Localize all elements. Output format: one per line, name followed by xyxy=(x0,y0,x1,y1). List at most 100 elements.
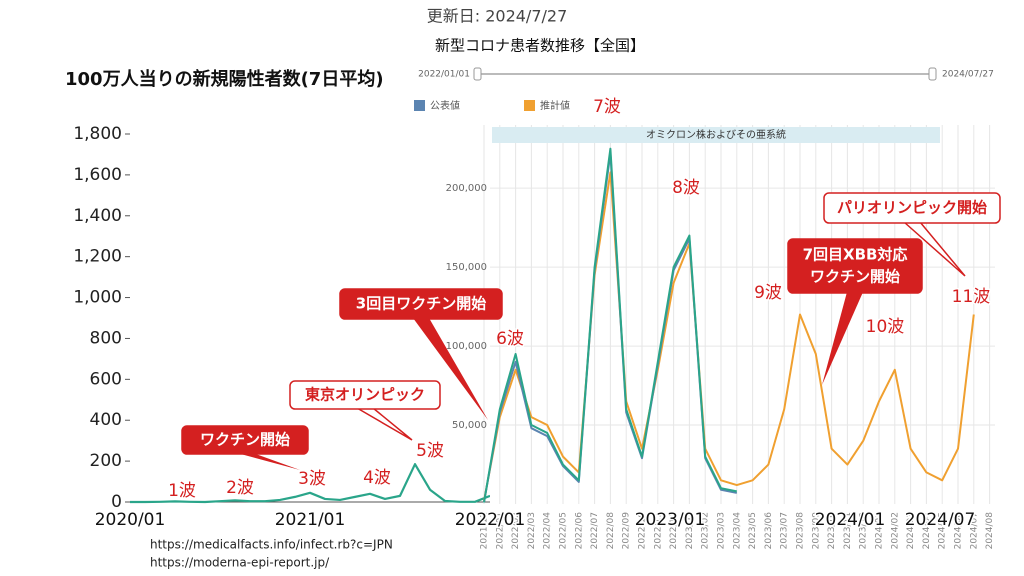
inset-background xyxy=(490,125,995,504)
callout-text: 東京オリンピック xyxy=(305,386,425,404)
data-line xyxy=(483,147,737,503)
x-tick-label: 2022/11 xyxy=(653,512,663,549)
callout-box xyxy=(787,238,923,294)
wave-label: 7波 xyxy=(593,97,621,117)
y-tick-label: 0 xyxy=(111,492,122,512)
x-tick-label: 2022/01 xyxy=(455,510,526,530)
callout-text: 7回目XBB対応 xyxy=(803,246,908,264)
callout-box xyxy=(289,380,441,410)
x-tick-label: 2022/02 xyxy=(511,512,521,549)
wave-label: 4波 xyxy=(363,468,391,488)
x-tick-label: 2024/07 xyxy=(969,512,979,549)
x-tick-label: 2022/04 xyxy=(543,512,553,550)
callout-text: ワクチン開始 xyxy=(200,431,290,449)
x-tick-label: 2021/12 xyxy=(480,512,490,549)
x-tick-label: 2024/03 xyxy=(906,512,916,549)
x-tick-label: 2022/07 xyxy=(590,512,600,549)
y-tick-label: 200 xyxy=(90,451,122,471)
callout-box xyxy=(823,192,1001,224)
x-tick-label: 2022/12 xyxy=(669,512,679,549)
wave-label: 8波 xyxy=(672,178,700,198)
x-tick-label: 2023/08 xyxy=(796,512,806,550)
source: https://medicalfacts.info/infect.rb?c=JP… xyxy=(150,538,393,552)
y-tick-label: 1,200 xyxy=(73,247,122,267)
slider-handle xyxy=(473,67,482,81)
slider-handle xyxy=(928,67,937,81)
wave-label: 10波 xyxy=(866,317,905,337)
y-tick-label: 1,400 xyxy=(73,206,122,226)
x-tick-label: 2023/10 xyxy=(827,512,837,550)
source: https://moderna-epi-report.jp/ xyxy=(150,556,330,570)
x-tick-label: 2020/01 xyxy=(95,510,166,530)
y-tick-label: 150,000 xyxy=(446,262,487,273)
callout-box xyxy=(181,425,309,455)
x-tick-label: 2024/01 xyxy=(875,512,885,549)
y-tick-label: 200,000 xyxy=(446,183,487,194)
x-tick-label: 2024/07 xyxy=(905,510,976,530)
x-tick-label: 2022/05 xyxy=(559,512,569,549)
x-tick-label: 2023/01 xyxy=(685,512,695,549)
callout-box xyxy=(339,288,503,320)
data-line xyxy=(483,171,975,502)
x-tick-label: 2024/02 xyxy=(890,512,900,549)
x-tick-label: 2023/09 xyxy=(811,512,821,550)
inset-title: 新型コロナ患者数推移【全国】 xyxy=(435,37,645,55)
x-tick-label: 2021/01 xyxy=(275,510,346,530)
y-tick-label: 1,600 xyxy=(73,165,122,185)
x-tick-label: 2023/11 xyxy=(843,512,853,549)
wave-label: 2波 xyxy=(226,478,254,498)
callout-text: ワクチン開始 xyxy=(810,268,900,286)
x-tick-label: 2024/08 xyxy=(985,512,995,550)
x-tick-label: 2024/05 xyxy=(938,512,948,549)
legend-label: 公表値 xyxy=(430,99,460,112)
wave-label: 11波 xyxy=(952,287,991,307)
updated-date: 更新日: 2024/7/27 xyxy=(427,7,568,26)
x-tick-label: 2022/08 xyxy=(606,512,616,550)
slider-end: 2024/07/27 xyxy=(942,70,994,80)
callout-text: パリオリンピック開始 xyxy=(837,199,987,217)
callout-pointer xyxy=(413,318,488,420)
x-tick-label: 2023/02 xyxy=(701,512,711,549)
x-tick-label: 2023/12 xyxy=(859,512,869,549)
x-tick-label: 2022/01 xyxy=(495,512,505,549)
wave-label: 5波 xyxy=(416,441,444,461)
x-tick-label: 2023/03 xyxy=(717,512,727,549)
wave-label: 6波 xyxy=(496,329,524,349)
y-tick-label: 1,000 xyxy=(73,288,122,308)
period-band xyxy=(492,127,940,143)
y-tick-label: 600 xyxy=(90,369,122,389)
x-tick-label: 2023/07 xyxy=(780,512,790,549)
wave-label: 9波 xyxy=(754,283,782,303)
legend-swatch xyxy=(414,100,425,111)
callout-pointer xyxy=(237,453,300,470)
wave-label: 3波 xyxy=(298,469,326,489)
x-tick-label: 2023/01 xyxy=(635,510,706,530)
x-tick-label: 2022/06 xyxy=(574,512,584,550)
data-line xyxy=(130,463,491,504)
legend-swatch xyxy=(524,100,535,111)
x-tick-label: 2024/06 xyxy=(954,512,964,550)
y-tick-label: 1,800 xyxy=(73,124,122,144)
y-tick-label: 100,000 xyxy=(446,341,487,352)
y-tick-label: 50,000 xyxy=(452,420,487,431)
x-tick-label: 2024/01 xyxy=(815,510,886,530)
period-label: オミクロン株およびその亜系統 xyxy=(646,128,786,141)
x-tick-label: 2022/03 xyxy=(527,512,537,549)
main-title: 100万人当りの新規陽性者数(7日平均) xyxy=(65,68,384,90)
x-tick-label: 2023/06 xyxy=(764,512,774,550)
x-tick-label: 2023/05 xyxy=(748,512,758,549)
callout-pointer xyxy=(822,292,863,385)
callout-text: 3回目ワクチン開始 xyxy=(356,295,486,313)
wave-label: 1波 xyxy=(168,481,196,501)
y-tick-label: 400 xyxy=(90,410,122,430)
x-tick-label: 2022/10 xyxy=(638,512,648,550)
slider-start: 2022/01/01 xyxy=(418,70,470,80)
callout-pointer xyxy=(354,407,413,441)
x-tick-label: 2022/09 xyxy=(622,512,632,550)
legend-label: 推計値 xyxy=(540,99,570,112)
x-tick-label: 2024/04 xyxy=(922,512,932,550)
x-tick-label: 2023/04 xyxy=(732,512,742,550)
y-tick-label: 800 xyxy=(90,328,122,348)
